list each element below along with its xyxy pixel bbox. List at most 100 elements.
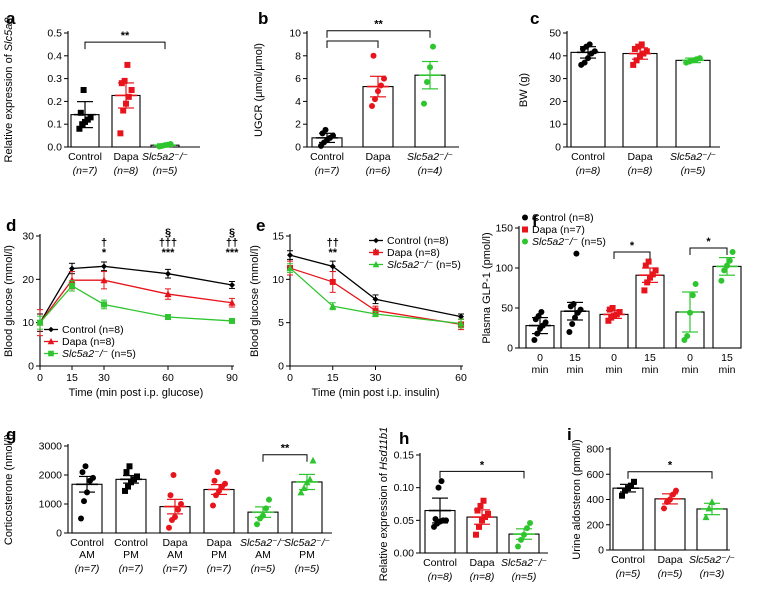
x-tick-label: 0 (537, 352, 543, 364)
bar (635, 274, 665, 349)
data-point (518, 536, 524, 543)
x-tick-label: min (567, 364, 584, 376)
x-tick-label: 30 (370, 372, 382, 384)
group-n-label: (n=3) (700, 568, 725, 580)
series-line (39, 285, 233, 324)
series-line (39, 279, 233, 324)
panel-h: 0.00 0.05 0.10 0.15 Relative expression of H… (378, 427, 548, 583)
significance-label: ** (121, 30, 130, 42)
data-point (641, 287, 648, 294)
y-axis-label: Urine aldosteron (pmol/l) (571, 439, 583, 559)
group-n-label: (n=5) (153, 165, 178, 177)
x-tick-label: Slc5a2⁻/⁻ (501, 557, 547, 569)
x-tick-label: Dapa (469, 557, 494, 569)
y-tick-label: 0 (555, 142, 561, 154)
data-point (524, 525, 530, 532)
y-tick-label: 0.10 (394, 482, 415, 494)
series-point (372, 310, 379, 317)
significance-bracket (613, 251, 651, 259)
data-point (166, 524, 172, 531)
legend-marker (522, 238, 528, 245)
y-tick-label: 6 (295, 73, 301, 85)
y-tick-label: 5 (278, 317, 284, 329)
y-tick-label: 0 (56, 528, 62, 540)
series-point (329, 278, 336, 285)
x-tick-label: min (719, 364, 736, 376)
group-n-label: (n=5) (616, 568, 641, 580)
significance-bracket (439, 470, 525, 479)
x-tick-label: Dapa (206, 537, 231, 549)
y-axis-label: Blood glucose (mmol/l) (249, 245, 261, 357)
legend-label: Dapa (n=7) (532, 224, 585, 236)
y-tick-label: 0.15 (394, 450, 415, 462)
data-point (134, 473, 140, 480)
data-point (438, 478, 445, 485)
data-point (117, 130, 124, 137)
x-tick-label: 30 (98, 372, 110, 384)
significance-label: *** (162, 247, 176, 259)
y-tick-label: 0 (28, 361, 34, 373)
data-point (702, 513, 710, 521)
panel-label-h: h (399, 429, 409, 448)
significance-bracket (262, 454, 308, 462)
y-tick-label: 50 (549, 28, 561, 40)
data-point (721, 267, 728, 274)
x-tick-label: AM (167, 549, 183, 561)
legend-label: Slc5a2⁻/⁻ (n=5) (62, 348, 136, 360)
y-tick-label: 0.5 (47, 28, 62, 40)
data-point (124, 61, 131, 68)
significance-label: * (102, 247, 107, 259)
legend-marker (522, 226, 528, 233)
series-point (286, 264, 294, 272)
x-axis-label: Time (min post i.p. insulin) (312, 387, 440, 399)
data-point (581, 59, 588, 66)
x-tick-label: min (682, 364, 699, 376)
y-axis-label: Relative expression of Hsd11b1 (378, 427, 390, 582)
y-axis-label: Blood glucose (mmol/l) (3, 245, 15, 357)
data-point (172, 514, 178, 521)
x-tick-label: Slc5a2⁻/⁻ (407, 151, 453, 163)
series-point (68, 276, 76, 284)
y-tick-label: 800 (586, 444, 604, 456)
group-n-label: (n=5) (681, 165, 706, 177)
y-tick-label: 2 (295, 119, 301, 131)
data-point (729, 249, 736, 255)
data-point (87, 114, 94, 121)
data-point (443, 517, 449, 524)
legend-marker (372, 260, 380, 268)
legend-marker (48, 326, 54, 333)
x-tick-label: 0 (37, 372, 43, 384)
x-tick-label: 0 (611, 352, 617, 364)
panel-label-i: i (567, 425, 572, 444)
significance-label: *** (226, 247, 240, 259)
legend-marker (47, 337, 55, 345)
data-point (692, 281, 699, 287)
data-point (297, 488, 305, 496)
x-tick-label: Slc5a2⁻/⁻ (689, 554, 735, 566)
data-point (430, 43, 436, 50)
x-tick-label: 15 (327, 372, 339, 384)
x-tick-label: Slc5a2⁻/⁻ (240, 537, 286, 549)
panel-label-b: b (258, 9, 268, 28)
x-tick-label: Dapa (162, 537, 187, 549)
y-tick-label: 0.3 (47, 73, 62, 85)
x-tick-label: 15 (569, 352, 581, 364)
data-point (128, 87, 135, 93)
significance-label: ** (374, 19, 383, 31)
series-point (101, 301, 107, 308)
bar (570, 51, 606, 148)
data-point (263, 505, 269, 512)
data-point (652, 267, 659, 274)
data-point (638, 41, 645, 48)
data-point (605, 317, 612, 324)
y-axis-label: Corticosterone (nmol/l) (3, 434, 15, 545)
data-point (609, 305, 616, 311)
group-n-label: (n=5) (658, 568, 683, 580)
significance-bracket (326, 40, 379, 48)
legend-label: Slc5a2⁻/⁻ (n=5) (387, 259, 461, 271)
group-n-label: (n=5) (251, 563, 276, 575)
x-tick-label: 90 (226, 372, 238, 384)
series-point (164, 290, 172, 298)
